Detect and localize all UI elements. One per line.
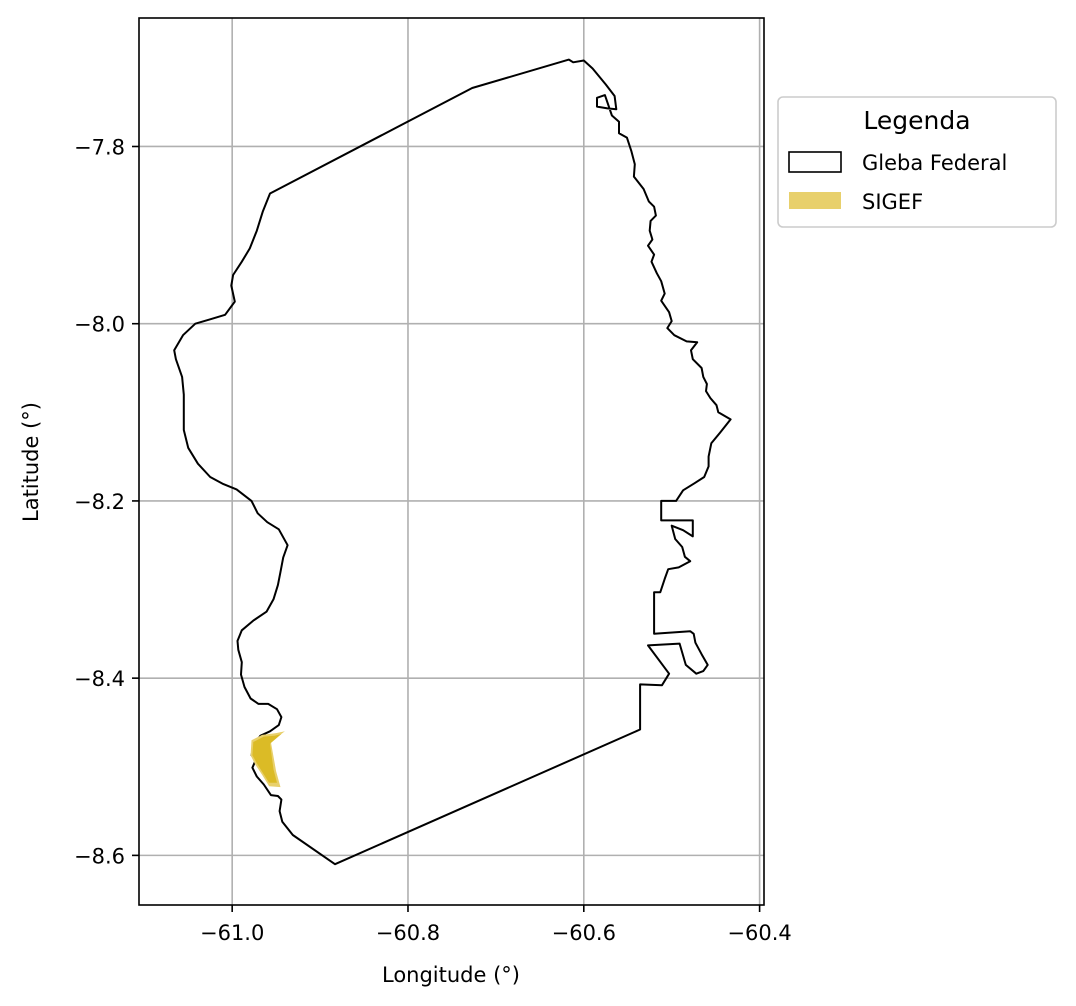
legend-label-sigef: SIGEF [862, 190, 923, 214]
gridlines [139, 18, 764, 905]
x-tick-label: −61.0 [200, 921, 264, 945]
y-tick-label: −7.8 [74, 135, 125, 159]
legend-title: Legenda [863, 106, 970, 135]
y-tick-label: −8.6 [74, 844, 125, 868]
legend: Legenda Gleba Federal SIGEF [777, 96, 1057, 228]
sigef-parcel-2 [252, 734, 282, 783]
legend-label-gleba-federal: Gleba Federal [862, 151, 1007, 175]
legend-frame [777, 96, 1057, 228]
plot-frame [138, 17, 765, 906]
y-tick-label: −8.0 [74, 313, 125, 337]
gleba-federal-boundary-0 [173, 58, 732, 866]
map-layers [173, 58, 732, 866]
y-axis-label: Latitude (°) [19, 402, 43, 522]
y-tick-label: −8.4 [74, 667, 125, 691]
x-axis-label: Longitude (°) [382, 963, 520, 987]
x-tick-label: −60.6 [552, 921, 616, 945]
legend-swatch-gleba-federal [788, 151, 842, 173]
legend-swatch-sigef [789, 192, 841, 209]
x-tick-label: −60.8 [376, 921, 440, 945]
axis-ticks: −61.0 −60.8 −60.6 −60.4 −7.8 −8.0 −8.2 −8.4 −8.6 [74, 135, 792, 945]
x-tick-label: −60.4 [727, 921, 791, 945]
y-tick-label: −8.2 [74, 490, 125, 514]
